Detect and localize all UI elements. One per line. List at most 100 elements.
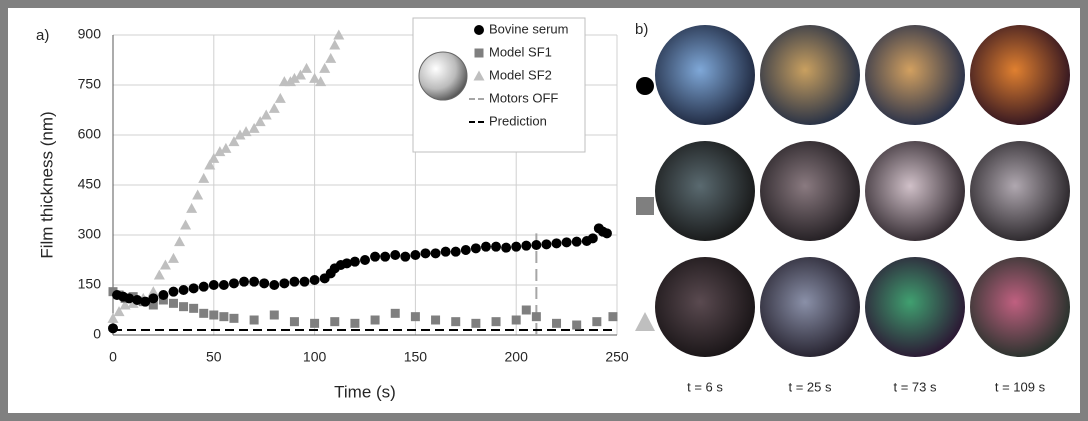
point <box>229 313 239 323</box>
point <box>521 305 531 315</box>
x-tick-label: 50 <box>206 349 222 365</box>
point <box>329 39 341 50</box>
point <box>350 318 360 328</box>
legend-marker <box>474 48 484 58</box>
point <box>491 241 502 252</box>
point <box>390 308 400 318</box>
point <box>239 276 250 287</box>
point <box>460 245 471 255</box>
point <box>370 251 381 262</box>
point <box>179 302 189 312</box>
point <box>450 246 461 257</box>
point <box>108 287 118 297</box>
point <box>360 255 370 265</box>
point <box>551 238 562 249</box>
point <box>220 142 232 153</box>
micrograph <box>970 257 1070 357</box>
point <box>289 317 299 327</box>
image-caption: t = 25 s <box>789 379 832 394</box>
micrograph <box>760 141 860 241</box>
point <box>370 315 380 325</box>
row-icon <box>636 197 654 215</box>
y-tick-label: 300 <box>78 226 102 242</box>
y-tick-label: 900 <box>78 26 102 42</box>
point <box>299 276 310 287</box>
micrograph <box>655 141 755 241</box>
row-icon <box>635 312 655 331</box>
point <box>148 293 159 304</box>
point <box>132 295 143 305</box>
micrograph <box>970 25 1070 125</box>
point <box>511 315 521 325</box>
point <box>178 285 189 295</box>
point <box>431 315 441 325</box>
point <box>608 312 618 322</box>
point <box>501 242 512 253</box>
y-tick-label: 450 <box>78 176 102 192</box>
y-tick-label: 600 <box>78 126 102 142</box>
point <box>480 241 491 252</box>
micrograph <box>655 257 755 357</box>
point <box>491 317 501 327</box>
point <box>330 317 340 327</box>
point <box>228 136 240 147</box>
point <box>248 122 260 133</box>
point <box>471 318 481 328</box>
y-tick-label: 150 <box>78 276 102 292</box>
legend-icon <box>418 51 468 101</box>
image-caption: t = 109 s <box>995 379 1046 394</box>
point <box>192 189 204 200</box>
point <box>269 310 279 320</box>
point <box>249 315 259 325</box>
point <box>341 258 352 269</box>
point <box>198 172 210 183</box>
legend-label: Model SF1 <box>489 44 552 59</box>
point <box>301 62 313 73</box>
point <box>390 250 401 260</box>
point <box>572 320 582 330</box>
point <box>288 72 300 83</box>
point <box>274 92 286 103</box>
point <box>587 233 598 244</box>
row-icon <box>636 77 654 95</box>
point <box>319 62 331 73</box>
point <box>260 109 272 120</box>
micrograph <box>865 25 965 125</box>
x-axis-label: Time (s) <box>334 382 396 401</box>
point <box>333 29 345 40</box>
point <box>180 219 192 230</box>
point <box>153 269 165 280</box>
y-tick-label: 0 <box>93 326 101 342</box>
point <box>124 293 135 304</box>
point <box>410 250 421 260</box>
point <box>309 275 320 285</box>
point <box>561 237 572 248</box>
point <box>204 159 216 170</box>
point <box>269 280 280 290</box>
point <box>198 281 209 292</box>
point <box>186 202 198 213</box>
micrograph <box>865 257 965 357</box>
point <box>470 243 481 254</box>
y-tick-label: 750 <box>78 76 102 92</box>
image-caption: t = 73 s <box>894 379 937 394</box>
legend-marker <box>474 25 484 35</box>
point <box>208 280 219 290</box>
point <box>601 228 612 239</box>
x-tick-label: 100 <box>303 349 327 365</box>
point <box>279 278 290 289</box>
point <box>259 278 270 289</box>
point <box>254 116 266 127</box>
x-tick-label: 0 <box>109 349 117 365</box>
panel-label: b) <box>635 21 648 38</box>
point <box>531 312 541 322</box>
point <box>325 52 337 63</box>
micrograph <box>655 25 755 125</box>
point <box>119 299 131 310</box>
point <box>249 276 260 287</box>
point <box>159 259 171 270</box>
point <box>410 312 420 322</box>
image-caption: t = 6 s <box>687 379 723 394</box>
